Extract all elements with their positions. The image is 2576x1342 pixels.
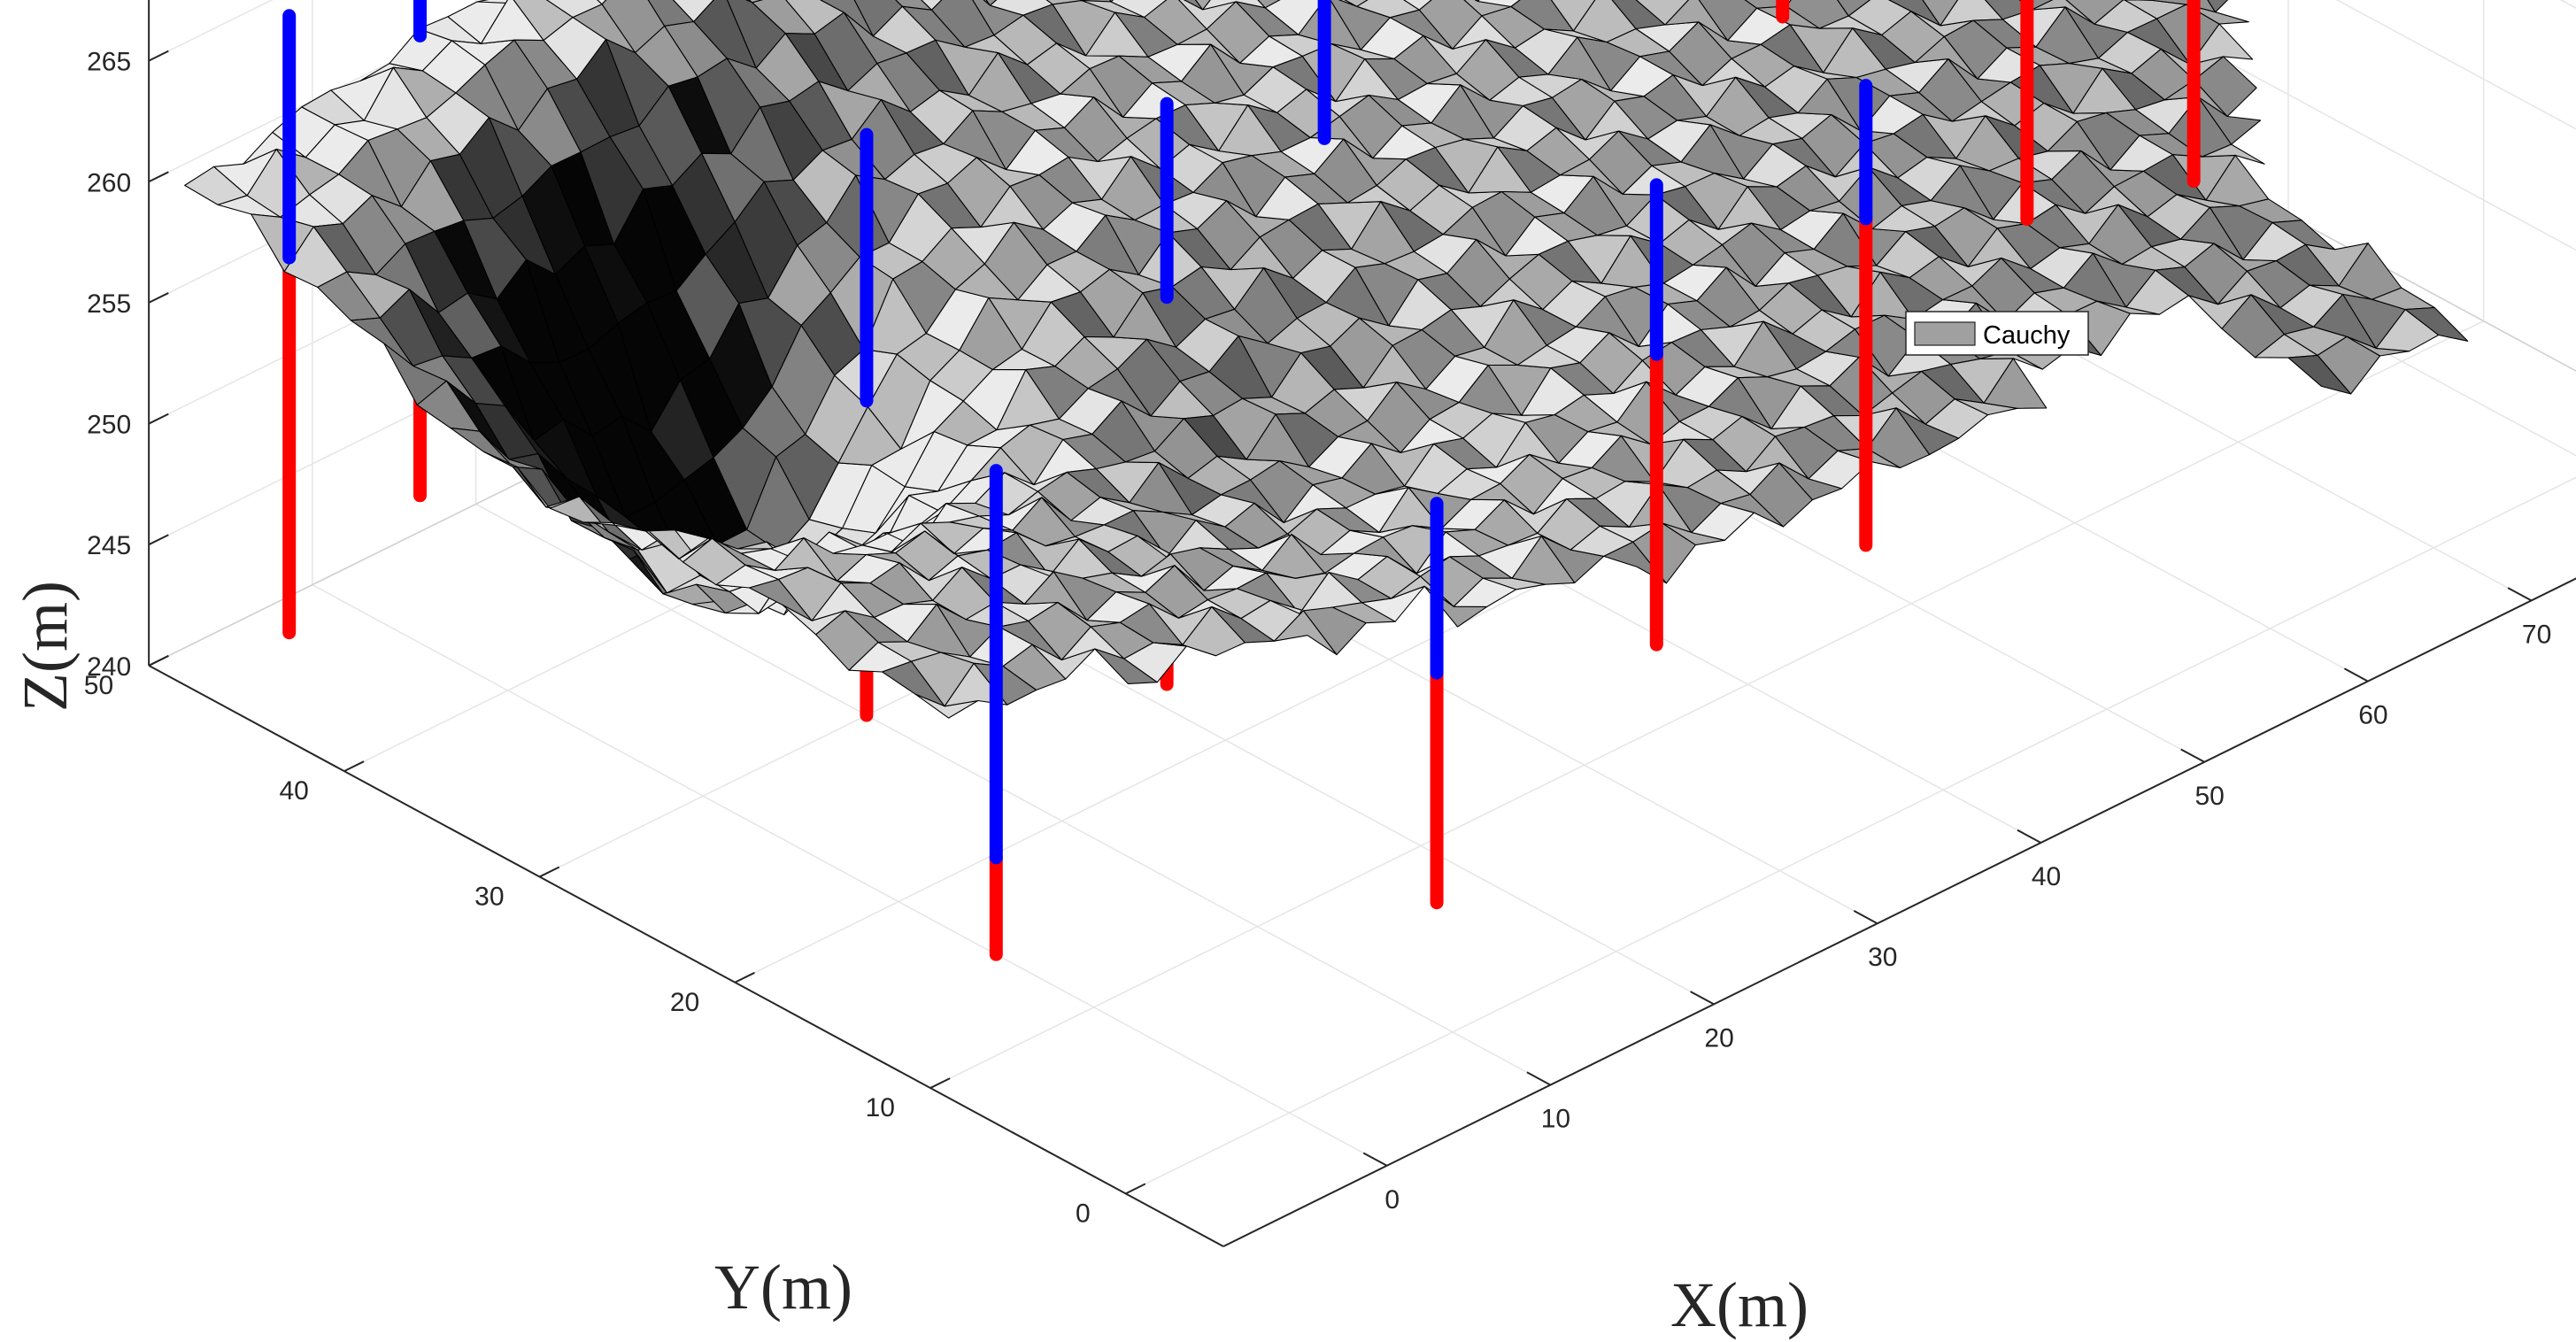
- surface-patch: [2197, 96, 2262, 145]
- x-tick-mark: [2343, 667, 2369, 683]
- x-tick-label: 50: [2195, 782, 2225, 811]
- grid-line: [475, 503, 1551, 1086]
- x-tick-label: 70: [2522, 620, 2551, 649]
- z-tick-mark: [148, 50, 169, 62]
- y-tick-mark: [734, 971, 755, 983]
- surface-patch: [921, 0, 943, 11]
- y-axis-label: Y(m): [714, 1252, 852, 1323]
- surface-patch: [2194, 56, 2257, 118]
- x-tick-mark: [1690, 991, 1715, 1006]
- tick-labels: 0102030405060708001020304050240245250255…: [84, 48, 2552, 1229]
- surface-patch: [1257, 0, 1281, 9]
- z-tick-label: 250: [87, 411, 131, 440]
- boreholes-front: [282, 0, 2201, 961]
- x-tick-mark: [2017, 829, 2041, 844]
- x-axis-line: [1222, 577, 2576, 1247]
- legend-swatch: [1914, 321, 1976, 346]
- surface-patch: [1194, 0, 1211, 11]
- surface-patch: [1344, 0, 1369, 7]
- surface-patch: [1922, 0, 1959, 27]
- y-axis-line: [148, 664, 1224, 1247]
- surface-patch: [985, 0, 998, 6]
- z-tick-mark: [148, 171, 169, 183]
- grid-line: [312, 583, 1388, 1167]
- x-tick-label: 30: [1868, 943, 1897, 972]
- y-tick-label: 0: [1076, 1199, 1091, 1228]
- x-tick-label: 40: [2032, 862, 2061, 891]
- surface-patch: [1403, 0, 1432, 11]
- z-tick-label: 255: [87, 289, 131, 319]
- x-tick-mark: [1362, 1152, 1388, 1167]
- y-tick-label: 40: [279, 776, 308, 806]
- y-tick-label: 30: [474, 882, 504, 911]
- x-tick-mark: [2180, 748, 2205, 763]
- x-tick-label: 60: [2358, 701, 2387, 730]
- z-tick-label: 245: [87, 531, 131, 560]
- grid-line: [2111, 0, 2576, 251]
- x-tick-label: 10: [1541, 1105, 1570, 1134]
- x-tick-label: 20: [1704, 1023, 1733, 1053]
- z-tick-mark: [148, 413, 169, 425]
- y-tick-mark: [343, 760, 365, 773]
- x-axis-label: X(m): [1670, 1269, 1809, 1340]
- y-tick-label: 20: [670, 988, 699, 1017]
- z-tick-label: 260: [87, 168, 131, 197]
- surface-patch: [2404, 306, 2469, 342]
- grid-line: [1125, 476, 2576, 1195]
- x-tick-mark: [1853, 910, 1878, 925]
- z-tick-mark: [148, 655, 169, 667]
- z-tick-label: 265: [87, 48, 131, 77]
- y-tick-mark: [1125, 1183, 1146, 1195]
- z-tick-mark: [148, 534, 169, 546]
- y-tick-label: 10: [866, 1093, 895, 1122]
- y-tick-mark: [539, 866, 560, 878]
- surface-patch: [2189, 23, 2254, 66]
- surface-patch: [1477, 0, 1521, 8]
- legend-entry-cauchy: Cauchy: [1983, 321, 2071, 350]
- x-tick-mark: [2507, 587, 2533, 602]
- x-tick-label: 0: [1384, 1185, 1400, 1215]
- surface-patch: [597, 0, 607, 5]
- z-axis-label: Z(m): [10, 581, 81, 712]
- y-tick-label: 50: [84, 671, 113, 700]
- z-tick-mark: [148, 292, 169, 304]
- z-tick-label: 240: [87, 652, 131, 682]
- grid-line: [929, 320, 2484, 1089]
- surface-patch: [1983, 358, 2048, 409]
- surface-patch: [2207, 0, 2229, 13]
- x-tick-mark: [1526, 1071, 1551, 1086]
- surface-patch: [2202, 143, 2265, 165]
- y-tick-mark: [929, 1077, 951, 1089]
- legend: Cauchy: [1905, 311, 2089, 356]
